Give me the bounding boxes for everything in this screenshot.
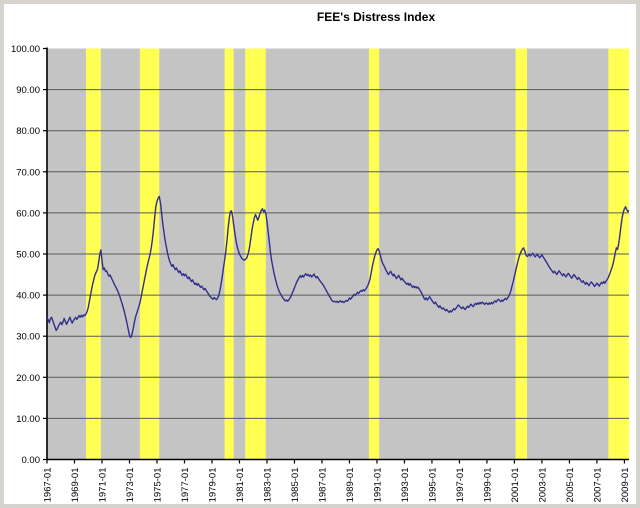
x-axis-label: 1999-01 — [482, 468, 493, 503]
distress-index-line — [46, 195, 630, 339]
x-axis-label: 2005-01 — [565, 468, 576, 503]
x-axis-label: 1991-01 — [372, 468, 383, 503]
x-axis-label: 1989-01 — [345, 468, 356, 503]
x-axis-label: 2009-01 — [620, 468, 631, 503]
x-axis-label: 2003-01 — [537, 468, 548, 503]
y-axis-label: 30.00 — [16, 332, 40, 343]
x-axis-label: 1987-01 — [317, 468, 328, 503]
y-axis-label: 20.00 — [16, 373, 40, 384]
y-axis-label: 100.00 — [11, 44, 40, 55]
chart-title: FEE's Distress Index — [316, 10, 436, 24]
x-axis-label: 1973-01 — [125, 468, 136, 503]
y-axis-label: 80.00 — [16, 126, 40, 137]
y-axis-label: 60.00 — [16, 208, 40, 219]
x-axis-label: 1969-01 — [70, 468, 81, 503]
x-axis-label: 1995-01 — [427, 468, 438, 503]
x-axis-label: 1979-01 — [207, 468, 218, 503]
y-axis-label: 40.00 — [16, 291, 40, 302]
x-axis-label: 1985-01 — [290, 468, 301, 503]
y-axis-label: 90.00 — [16, 85, 40, 96]
y-axis-label: 10.00 — [16, 414, 40, 425]
x-axis-label: 1993-01 — [400, 468, 411, 503]
x-axis-label: 1967-01 — [43, 468, 54, 503]
y-axis-label: 0.00 — [22, 455, 41, 466]
x-axis-label: 1983-01 — [262, 468, 273, 503]
x-axis-label: 1981-01 — [235, 468, 246, 503]
x-axis-label: 1971-01 — [97, 468, 108, 503]
x-axis-label: 1975-01 — [152, 468, 163, 503]
y-axis-label: 70.00 — [16, 167, 40, 178]
distress-index-chart: 0.00 10.00 20.00 30.00 40.00 50.00 60.00 70.00 8… — [11, 44, 631, 503]
x-axis-label: 2001-01 — [510, 468, 521, 503]
y-axis-label: 50.00 — [16, 250, 40, 261]
x-axis-label: 2007-01 — [592, 468, 603, 503]
x-axis-label: 1997-01 — [455, 468, 466, 503]
x-axis-label: 1977-01 — [180, 468, 191, 503]
